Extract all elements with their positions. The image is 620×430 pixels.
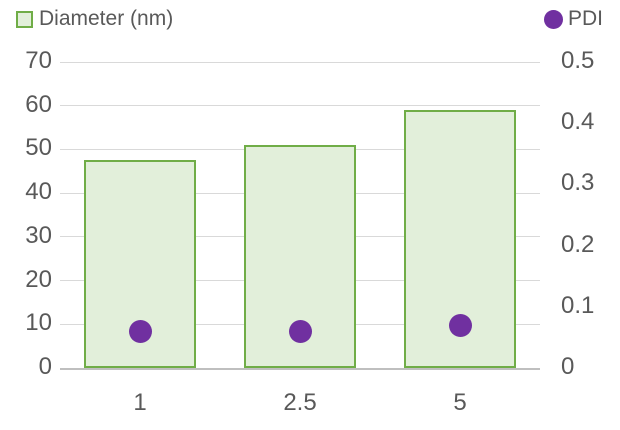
right-axis-tick-label: 0.1	[561, 291, 595, 319]
diameter-legend-label: Diameter (nm)	[39, 7, 174, 30]
x-axis-label: 2.5	[283, 389, 317, 416]
diameter-legend-swatch-icon	[16, 10, 33, 28]
right-axis-tick-label: 0.3	[561, 169, 595, 197]
gridline	[60, 105, 540, 107]
left-axis-tick-label: 60	[25, 90, 52, 118]
pdi-point	[128, 319, 152, 343]
pdi-point	[288, 319, 312, 343]
pdi-legend-marker-icon	[544, 9, 563, 29]
left-axis-tick-label: 10	[25, 309, 52, 337]
right-axis-tick-label: 0.2	[561, 230, 595, 258]
pdi-point	[448, 313, 472, 337]
legend-entry-diameter: Diameter (nm)	[16, 7, 173, 31]
gridline	[60, 61, 540, 63]
x-axis-label: 5	[453, 389, 467, 416]
x-axis-line	[60, 368, 540, 370]
left-axis-tick-label: 0	[38, 353, 52, 380]
legend-entry-pdi: PDI	[544, 7, 603, 31]
left-axis-tick-label: 30	[25, 221, 52, 249]
right-axis-tick-label: 0.4	[561, 108, 595, 136]
left-axis-tick-label: 50	[25, 134, 52, 162]
right-axis-tick-label: 0	[561, 353, 575, 380]
right-axis-tick-label: 0.5	[561, 47, 595, 74]
x-axis-label: 1	[133, 389, 147, 416]
pdi-legend-label: PDI	[568, 7, 604, 30]
left-axis-tick-label: 70	[25, 47, 52, 74]
left-axis-tick-label: 40	[25, 178, 52, 206]
left-axis-tick-label: 20	[25, 265, 52, 293]
